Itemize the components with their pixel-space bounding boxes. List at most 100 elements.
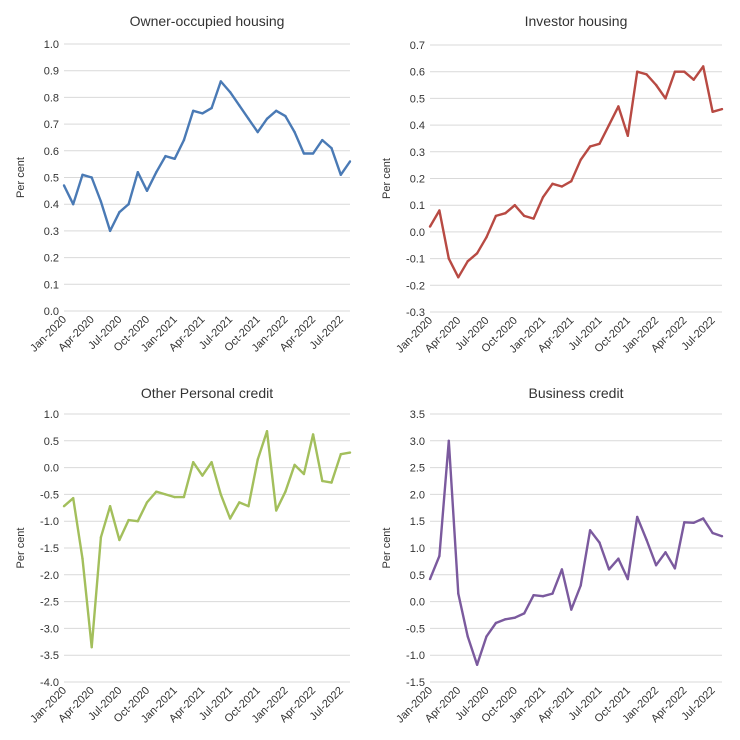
data-point — [330, 481, 333, 484]
data-point — [348, 451, 352, 454]
chart-panel-2: Investor housing 0.7 0.6 0.5 0.4 0.3 0.2 0.1 0.0… — [374, 2, 740, 368]
data-point — [692, 78, 695, 81]
y-tick-label: 0.1 — [44, 279, 59, 291]
data-point — [182, 495, 186, 499]
data-point — [541, 196, 545, 199]
y-tick-label: 1.5 — [410, 516, 425, 528]
data-point — [560, 185, 564, 188]
data-point — [155, 490, 158, 493]
data-point — [626, 577, 629, 581]
data-point — [598, 142, 601, 145]
y-tick-label: 0.3 — [44, 226, 59, 238]
data-point — [504, 618, 507, 621]
y-tick-label: 1.0 — [44, 39, 59, 51]
y-tick-label: 0.0 — [44, 306, 59, 318]
data-point — [145, 189, 149, 192]
y-tick-label: 0.5 — [44, 173, 59, 185]
y-tick-label: 0.1 — [410, 200, 425, 212]
data-point — [182, 138, 186, 142]
data-point — [457, 276, 460, 279]
data-point — [238, 501, 241, 504]
data-point — [164, 154, 167, 158]
data-point — [81, 173, 84, 176]
data-point — [228, 90, 232, 94]
data-point — [127, 203, 130, 206]
data-point — [127, 518, 130, 522]
y-tick-label: -0.3 — [406, 307, 425, 319]
data-point — [311, 152, 315, 155]
data-point — [504, 212, 507, 215]
y-tick-label: -3.5 — [40, 650, 59, 662]
data-point — [626, 134, 629, 137]
data-point — [108, 229, 112, 233]
data-point — [247, 117, 250, 121]
data-point — [447, 257, 450, 260]
y-tick-label: 0.0 — [44, 463, 59, 475]
y-tick-label: 0.7 — [410, 40, 425, 52]
data-point — [136, 520, 139, 523]
data-point — [438, 209, 441, 212]
y-tick-label: 1.0 — [410, 543, 425, 555]
data-point — [428, 225, 432, 228]
data-point — [201, 112, 204, 115]
data-point — [617, 105, 620, 108]
data-point — [720, 107, 724, 111]
y-tick-label: 0.3 — [410, 147, 425, 159]
series-line — [428, 65, 723, 279]
data-point — [636, 70, 639, 73]
data-point — [683, 70, 686, 73]
data-point — [192, 109, 195, 113]
y-tick-label: 0.5 — [44, 436, 59, 448]
data-point — [275, 509, 278, 512]
data-point — [673, 70, 677, 73]
data-point — [256, 458, 259, 461]
series-line — [63, 430, 351, 649]
y-tick-label: 1.0 — [44, 409, 59, 421]
data-point — [485, 635, 488, 638]
chart-title: Owner-occupied housing — [130, 13, 285, 29]
data-point — [173, 157, 176, 160]
y-tick-label: -0.5 — [406, 623, 425, 635]
chart-panel-3: Other Personal credit 1.0 0.5 0.0 -0.5 -1.0 -1… — [2, 374, 368, 740]
y-tick-label: 0.9 — [44, 66, 59, 78]
y-tick-label: 0.4 — [44, 199, 59, 211]
data-point — [302, 472, 306, 476]
data-point — [570, 180, 573, 183]
data-point — [108, 505, 112, 508]
y-tick-label: 0.6 — [410, 67, 425, 79]
data-point — [438, 554, 441, 558]
data-point — [664, 551, 667, 554]
data-point — [136, 171, 139, 174]
data-point — [654, 564, 658, 567]
data-point — [293, 463, 296, 467]
y-tick-label: 2.5 — [410, 463, 425, 475]
data-point — [579, 584, 582, 587]
data-point — [90, 176, 93, 179]
data-point — [494, 621, 498, 625]
y-tick-label: 0.5 — [410, 570, 425, 582]
data-point — [173, 495, 176, 499]
data-point — [81, 557, 84, 560]
y-tick-label: 3.0 — [410, 436, 425, 448]
y-axis-label: Per cent — [381, 158, 393, 199]
y-tick-label: 3.5 — [410, 409, 425, 421]
data-point — [523, 214, 526, 218]
chart-panel-1: Owner-occupied housing 1.0 0.9 0.8 0.7 0.6 0.5… — [2, 2, 368, 368]
data-point — [118, 538, 121, 542]
data-point — [523, 612, 526, 615]
data-point — [720, 535, 724, 538]
data-point — [607, 123, 611, 127]
data-point — [265, 117, 269, 121]
chart-panel-4: Business credit 3.5 3.0 2.5 2.0 1.5 1.0 0.5 0.0 -… — [374, 374, 740, 740]
data-point — [72, 203, 75, 206]
data-point — [636, 515, 639, 519]
data-point — [711, 110, 714, 114]
data-point — [513, 616, 516, 619]
data-point — [645, 73, 648, 76]
data-point — [494, 214, 498, 218]
data-point — [551, 592, 554, 595]
data-point — [664, 97, 667, 100]
data-point — [302, 152, 306, 155]
data-point — [466, 635, 469, 638]
